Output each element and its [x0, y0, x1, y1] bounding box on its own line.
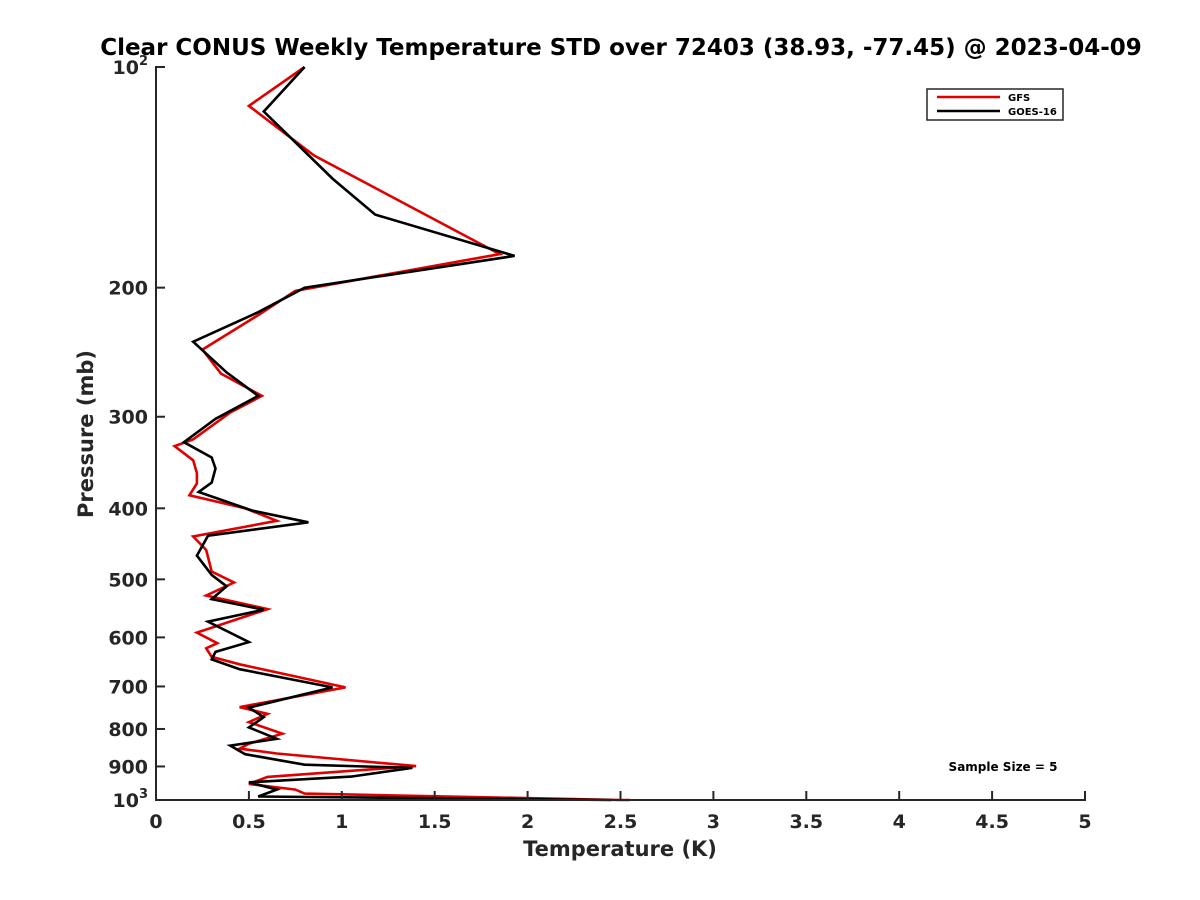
chart-title: Clear CONUS Weekly Temperature STD over … [100, 35, 1142, 61]
y-axis-label: Pressure (mb) [74, 350, 98, 518]
series-line-goes-16 [181, 66, 612, 802]
x-tick-label: 4.5 [975, 811, 1009, 833]
x-tick-label: 1 [335, 811, 348, 833]
x-axis-label: Temperature (K) [523, 837, 717, 861]
y-axis-ticks: 102 200 300 400 500 600 700 800 900 103 [108, 54, 165, 812]
x-tick-label: 3 [707, 811, 720, 833]
y-tick-label: 400 [108, 498, 148, 520]
legend-box [926, 88, 1064, 121]
legend-label-goes16: GOES-16 [1008, 107, 1057, 118]
x-tick-label: 2 [521, 811, 534, 833]
sample-size-annotation: Sample Size = 5 [949, 760, 1058, 774]
y-tick-label: 800 [108, 719, 148, 741]
x-tick-label: 0.5 [232, 811, 266, 833]
x-tick-label: 4 [893, 811, 906, 833]
series-line-gfs [171, 65, 630, 802]
y-tick-label: 200 [108, 278, 148, 300]
y-tick-label: 103 [113, 787, 149, 812]
x-tick-label: 0 [149, 811, 162, 833]
y-tick-label: 500 [108, 569, 148, 591]
x-tick-label: 2.5 [604, 811, 638, 833]
x-tick-label: 1.5 [418, 811, 452, 833]
legend: GFS GOES-16 [926, 88, 1064, 121]
plot-area [156, 67, 1085, 800]
y-tick-label: 102 [113, 54, 149, 79]
y-tick-label: 600 [108, 627, 148, 649]
y-tick-label: 700 [108, 676, 148, 698]
legend-label-gfs: GFS [1008, 93, 1030, 104]
x-tick-label: 5 [1078, 811, 1091, 833]
x-tick-label: 3.5 [789, 811, 823, 833]
y-tick-label: 900 [108, 756, 148, 778]
y-tick-label: 300 [108, 407, 148, 429]
x-axis-ticks: 0 0.5 1 1.5 2 2.5 3 3.5 4 4.5 5 [149, 791, 1092, 833]
series-layer [171, 65, 630, 802]
